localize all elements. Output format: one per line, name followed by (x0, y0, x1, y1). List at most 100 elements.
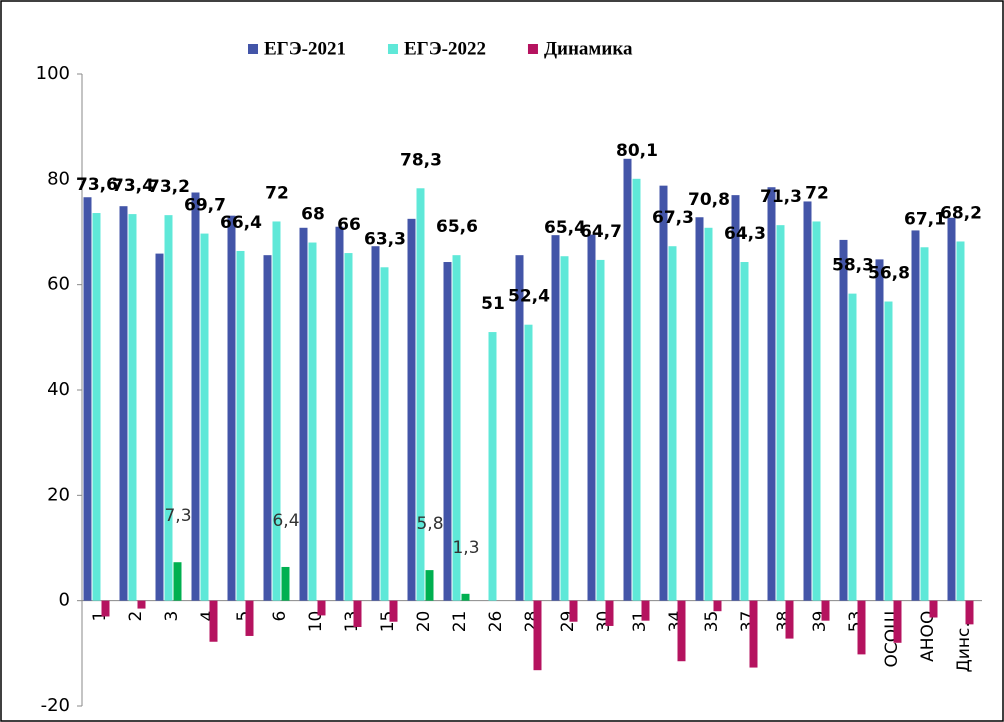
bar (425, 570, 434, 601)
bar (956, 241, 965, 601)
x-tick-label: 20 (414, 611, 434, 633)
bar (848, 293, 857, 601)
y-tick-label: 0 (59, 590, 70, 611)
bar (875, 259, 884, 601)
bar (137, 600, 146, 609)
x-tick-label: 35 (702, 611, 722, 633)
x-tick-label: 21 (450, 611, 470, 633)
bar (641, 600, 650, 621)
x-tick-label: 2 (126, 611, 146, 622)
data-label: 73,4 (112, 176, 154, 196)
bar (173, 562, 182, 601)
legend-label: ЕГЭ-2022 (404, 38, 486, 59)
bar (155, 253, 164, 601)
data-label: 64,3 (724, 224, 766, 244)
x-tick-label: АНОО (918, 611, 938, 662)
bar (236, 250, 245, 601)
bar (92, 213, 101, 601)
data-label: 66 (337, 215, 361, 235)
y-tick-label: 60 (47, 274, 70, 295)
bar (281, 566, 290, 601)
bar (884, 301, 893, 601)
bar (164, 215, 173, 601)
bar (461, 593, 470, 601)
data-label: 67,1 (904, 209, 946, 229)
bar (101, 600, 110, 617)
data-label: 66,4 (220, 213, 262, 233)
bar (488, 332, 497, 601)
bar (209, 600, 218, 642)
bar (731, 195, 740, 601)
bar (713, 600, 722, 612)
legend-swatch (387, 44, 398, 54)
bar (344, 253, 353, 601)
data-label: 71,3 (760, 187, 802, 207)
data-label: 65,4 (544, 218, 586, 238)
data-label: 6,4 (272, 511, 299, 531)
bar (524, 324, 533, 601)
data-label: 72 (805, 183, 829, 203)
x-tick-label: 1 (90, 611, 110, 622)
x-tick-label: 5 (234, 611, 254, 622)
bar (245, 600, 254, 636)
bar (632, 178, 641, 601)
y-tick-label: 40 (47, 379, 70, 400)
data-label: 52,4 (508, 287, 550, 307)
bar (695, 217, 704, 601)
bar (812, 221, 821, 601)
bar (128, 214, 137, 601)
bar (704, 227, 713, 601)
bar (299, 227, 308, 601)
data-label: 58,3 (832, 256, 874, 276)
bar (227, 215, 236, 601)
x-tick-label: 4 (198, 611, 218, 622)
data-label: 73,6 (76, 175, 118, 195)
data-label: 68,2 (940, 203, 982, 223)
bar (191, 192, 200, 601)
x-tick-label: 3 (162, 611, 182, 622)
data-label: 69,7 (184, 196, 226, 216)
bar (857, 600, 866, 655)
legend-label: ЕГЭ-2021 (264, 38, 346, 59)
bar (380, 267, 389, 601)
bar (668, 246, 677, 601)
bar (551, 235, 560, 601)
bar (371, 246, 380, 601)
data-label: 7,3 (164, 506, 191, 526)
bar (767, 187, 776, 601)
data-label: 5,8 (416, 514, 443, 534)
bar (920, 247, 929, 601)
data-label: 51 (481, 294, 505, 314)
bar (659, 185, 668, 601)
bar (119, 206, 128, 601)
bar (776, 225, 785, 601)
data-label: 78,3 (400, 150, 442, 170)
bar (893, 600, 902, 643)
data-label: 67,3 (652, 208, 694, 228)
data-label: 72 (265, 183, 289, 203)
legend-label: Динамика (544, 38, 633, 59)
bar (821, 600, 830, 621)
bar (740, 262, 749, 601)
data-label: 80,1 (616, 141, 658, 161)
x-tick-label: Динс… (954, 611, 974, 673)
data-label: 73,2 (148, 177, 190, 197)
x-tick-label: 26 (486, 611, 506, 633)
bar (272, 221, 281, 601)
bar (677, 600, 686, 662)
bar (200, 233, 209, 601)
x-tick-label: 10 (306, 611, 326, 633)
bar (443, 262, 452, 601)
bar (569, 600, 578, 622)
bar (452, 255, 461, 601)
bar (929, 600, 938, 618)
y-tick-label: 20 (47, 484, 70, 505)
bar (587, 234, 596, 601)
bar (560, 256, 569, 601)
bar (596, 259, 605, 601)
bar (803, 201, 812, 601)
bar (389, 600, 398, 622)
bar (308, 242, 317, 601)
x-tick-label: 6 (270, 611, 290, 622)
